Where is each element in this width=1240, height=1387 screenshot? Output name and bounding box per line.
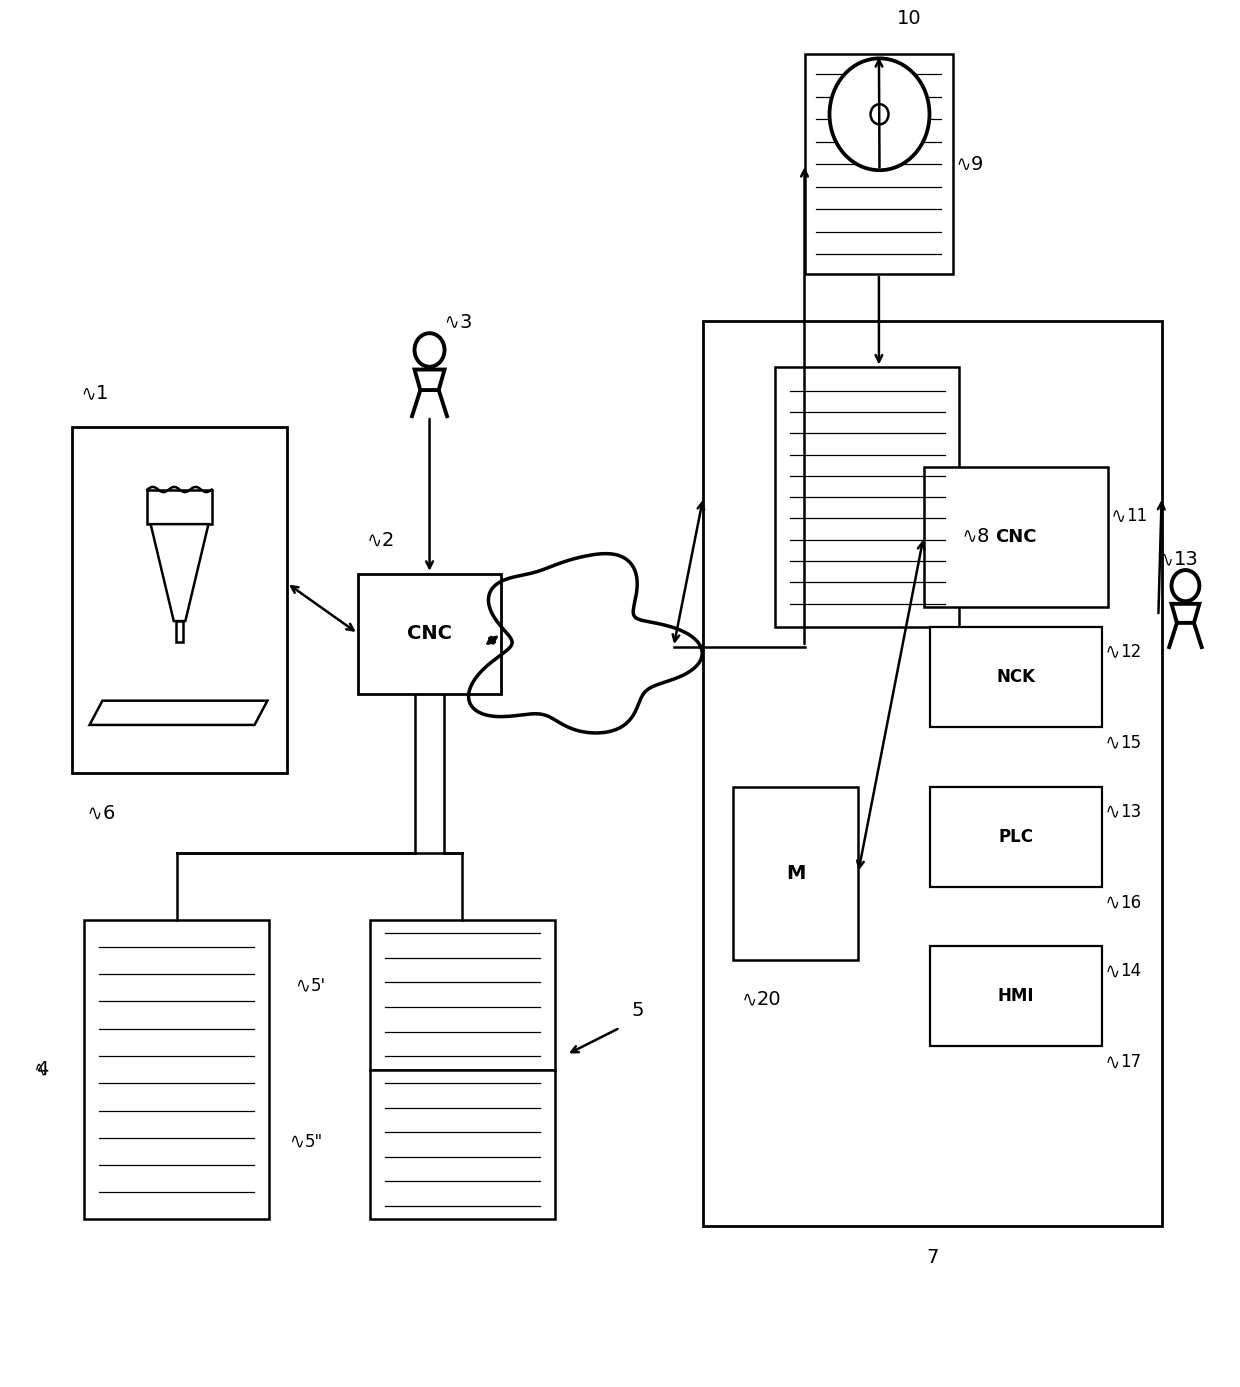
Text: 13: 13 [1173,551,1198,569]
Text: 6: 6 [102,804,114,822]
Text: 12: 12 [1120,644,1141,660]
Bar [84,920,269,1219]
Bar [370,1069,554,1219]
Text: CNC: CNC [994,528,1037,546]
Text: 20: 20 [756,990,781,1010]
Text: 5": 5" [305,1133,322,1151]
Text: 2: 2 [382,531,394,549]
Circle shape [414,333,444,366]
Polygon shape [414,369,444,390]
Polygon shape [150,524,208,621]
Polygon shape [1172,603,1199,623]
Polygon shape [469,553,702,732]
Bar [930,627,1102,727]
Text: 17: 17 [1120,1053,1141,1071]
Text: 14: 14 [1120,963,1141,981]
Circle shape [830,58,930,171]
Polygon shape [89,700,268,725]
Bar [924,467,1109,608]
Text: PLC: PLC [998,828,1033,846]
Bar [176,621,184,642]
Bar [930,946,1102,1046]
Bar [358,574,501,694]
Bar [930,786,1102,886]
Text: HMI: HMI [997,988,1034,1006]
Text: CNC: CNC [407,624,453,644]
Bar [733,786,858,960]
Text: 11: 11 [1126,508,1147,526]
Text: 4: 4 [36,1060,48,1079]
Bar [703,320,1162,1226]
Ellipse shape [525,602,563,657]
Text: 7: 7 [926,1248,939,1268]
Text: 15: 15 [1120,734,1141,752]
Ellipse shape [615,638,649,684]
Text: 1: 1 [97,384,109,404]
Bar [775,368,960,627]
Text: 3: 3 [459,312,471,331]
Ellipse shape [594,608,631,659]
Circle shape [1172,570,1199,601]
Ellipse shape [558,583,599,649]
Text: 8: 8 [977,527,990,545]
Bar [148,490,212,524]
Text: 13: 13 [1120,803,1141,821]
Text: 9: 9 [971,155,983,173]
Text: 10: 10 [898,8,923,28]
Text: 5: 5 [632,1001,645,1019]
Text: 5': 5' [310,976,326,994]
Bar [72,427,286,774]
Text: 16: 16 [1120,893,1141,911]
Text: M: M [786,864,805,882]
Ellipse shape [503,631,538,680]
Ellipse shape [533,645,587,691]
Ellipse shape [577,644,619,685]
Bar [805,54,954,275]
Bar [370,920,554,1069]
Text: NCK: NCK [996,669,1035,685]
